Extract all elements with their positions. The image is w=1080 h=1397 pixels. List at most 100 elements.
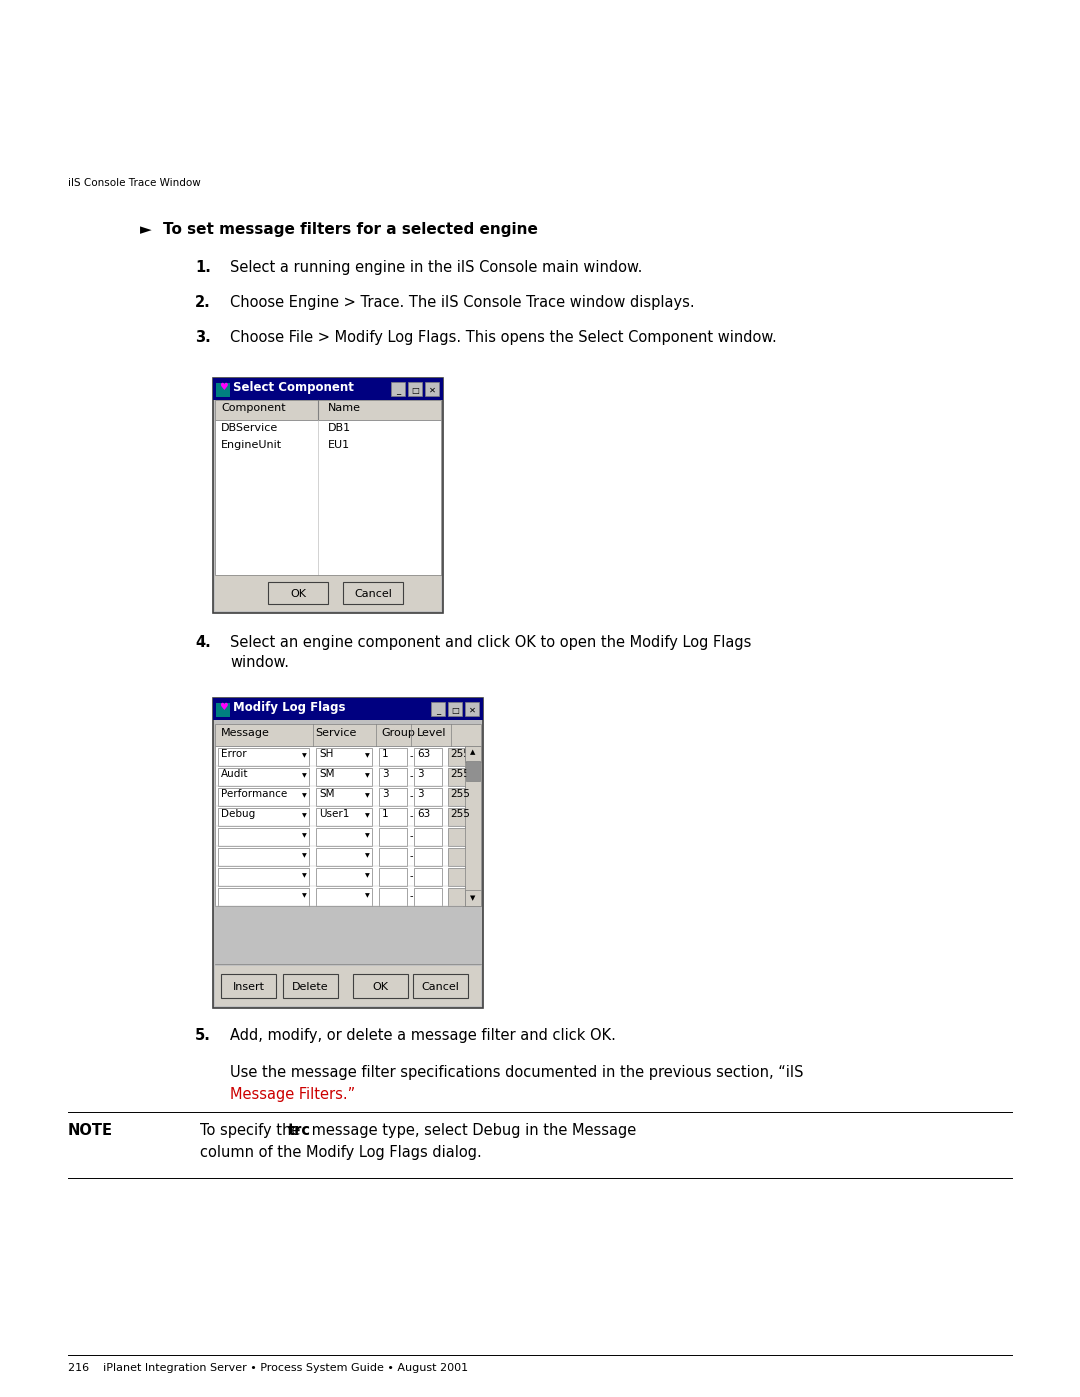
Bar	[316, 788, 372, 806]
Text: 1: 1	[382, 749, 389, 759]
Bar	[431, 703, 445, 717]
Bar	[221, 974, 276, 997]
Text: DBService: DBService	[221, 423, 279, 433]
Bar	[316, 848, 372, 866]
Text: ▲: ▲	[470, 749, 475, 754]
Text: Select Component: Select Component	[233, 381, 354, 394]
Text: Insert: Insert	[232, 982, 265, 992]
Text: To set message filters for a selected engine: To set message filters for a selected en…	[163, 222, 538, 237]
Bar	[448, 747, 474, 766]
Bar	[465, 703, 480, 717]
Text: 4.: 4.	[195, 636, 211, 650]
Text: 3: 3	[382, 789, 389, 799]
Text: trc: trc	[287, 1123, 311, 1139]
Bar	[316, 888, 372, 907]
Bar	[316, 747, 372, 766]
Bar	[215, 746, 465, 907]
Text: -: -	[410, 771, 414, 781]
Text: -: -	[410, 752, 414, 761]
Text: 1: 1	[382, 809, 389, 819]
Text: Message Filters.”: Message Filters.”	[230, 1087, 355, 1102]
Text: 216    iPlanet Integration Server • Process System Guide • August 2001: 216 iPlanet Integration Server • Process…	[68, 1363, 468, 1373]
Bar	[448, 868, 474, 886]
Text: column of the Modify Log Flags dialog.: column of the Modify Log Flags dialog.	[200, 1146, 482, 1160]
Text: 5.: 5.	[195, 1028, 211, 1044]
Bar	[465, 746, 481, 761]
Text: ▼: ▼	[470, 895, 475, 901]
Bar	[215, 965, 481, 1006]
Text: iIS Console Trace Window: iIS Console Trace Window	[68, 177, 201, 189]
Text: _: _	[436, 705, 441, 715]
Text: _: _	[396, 386, 400, 395]
Text: SM: SM	[319, 768, 335, 780]
Text: window.: window.	[230, 655, 289, 671]
Bar	[316, 807, 372, 826]
Bar	[379, 828, 407, 847]
Text: ▼: ▼	[301, 834, 307, 838]
Text: Component: Component	[221, 402, 285, 414]
Text: 255: 255	[450, 789, 470, 799]
Text: Error: Error	[221, 749, 246, 759]
Bar	[215, 576, 441, 610]
Bar	[218, 768, 309, 787]
Bar	[218, 747, 309, 766]
Text: ▼: ▼	[301, 873, 307, 879]
Bar	[465, 746, 481, 907]
Bar	[218, 868, 309, 886]
Bar	[448, 848, 474, 866]
Text: 255: 255	[450, 768, 470, 780]
Bar	[218, 888, 309, 907]
Text: Message: Message	[221, 728, 270, 738]
Bar	[213, 698, 483, 719]
Bar	[414, 747, 442, 766]
Text: -: -	[410, 791, 414, 800]
Bar	[414, 848, 442, 866]
Text: SM: SM	[319, 789, 335, 799]
Bar	[283, 974, 338, 997]
Bar	[213, 379, 443, 613]
Text: Service: Service	[315, 728, 356, 738]
Text: 255: 255	[450, 749, 470, 759]
Text: ►: ►	[140, 222, 152, 237]
Text: -: -	[410, 891, 414, 901]
Bar	[448, 703, 462, 717]
Text: SH: SH	[319, 749, 334, 759]
Text: Select an engine component and click OK to open the Modify Log Flags: Select an engine component and click OK …	[230, 636, 752, 650]
Text: -: -	[410, 851, 414, 861]
Bar	[391, 381, 405, 395]
Text: EngineUnit: EngineUnit	[221, 440, 282, 450]
Bar	[216, 703, 230, 717]
Text: ✕: ✕	[469, 705, 475, 715]
Text: ♥: ♥	[218, 381, 228, 393]
Text: ▼: ▼	[365, 834, 369, 838]
Text: NOTE: NOTE	[68, 1123, 113, 1139]
Text: EU1: EU1	[328, 440, 350, 450]
Bar	[218, 828, 309, 847]
Bar	[448, 807, 474, 826]
Bar	[379, 807, 407, 826]
Text: ▼: ▼	[365, 854, 369, 859]
Text: 63: 63	[417, 749, 430, 759]
Bar	[465, 890, 481, 907]
Bar	[414, 828, 442, 847]
Bar	[379, 768, 407, 787]
Text: Performance: Performance	[221, 789, 287, 799]
Bar	[316, 828, 372, 847]
Text: 3: 3	[382, 768, 389, 780]
Text: ♥: ♥	[218, 703, 228, 712]
Text: Modify Log Flags: Modify Log Flags	[233, 701, 346, 714]
Text: ▼: ▼	[365, 793, 369, 799]
Text: ✕: ✕	[429, 386, 435, 395]
Text: To specify the: To specify the	[200, 1123, 305, 1139]
Text: ▼: ▼	[301, 894, 307, 898]
Text: Choose Engine > Trace. The iIS Console Trace window displays.: Choose Engine > Trace. The iIS Console T…	[230, 295, 694, 310]
Bar	[316, 768, 372, 787]
Text: ▼: ▼	[365, 813, 369, 819]
Text: Use the message filter specifications documented in the previous section, “iIS: Use the message filter specifications do…	[230, 1065, 804, 1080]
Bar	[408, 381, 422, 395]
Bar	[414, 768, 442, 787]
Text: □: □	[451, 705, 459, 715]
Bar	[213, 379, 443, 400]
Text: 1.: 1.	[195, 260, 211, 275]
Text: Debug: Debug	[221, 809, 255, 819]
